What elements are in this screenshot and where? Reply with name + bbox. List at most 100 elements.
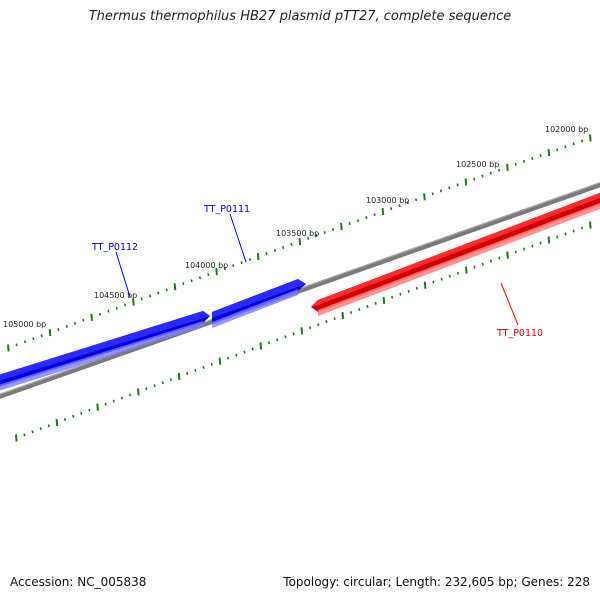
minor-tick bbox=[333, 317, 336, 321]
major-tick bbox=[256, 252, 260, 261]
minor-tick bbox=[456, 271, 460, 275]
minor-tick bbox=[276, 338, 279, 342]
minor-tick bbox=[248, 258, 251, 261]
label-line-TT_P0111 bbox=[229, 213, 247, 263]
major-tick bbox=[506, 163, 509, 171]
minor-tick bbox=[165, 288, 168, 292]
major-tick bbox=[48, 329, 52, 337]
minor-tick bbox=[356, 219, 360, 223]
minor-tick bbox=[207, 273, 210, 277]
minor-tick bbox=[202, 365, 205, 369]
label-line-TT_P0110 bbox=[500, 282, 519, 326]
minor-tick bbox=[514, 250, 517, 254]
minor-tick bbox=[210, 362, 213, 366]
minor-tick bbox=[415, 286, 418, 290]
minor-tick bbox=[539, 154, 542, 157]
minor-tick bbox=[273, 249, 276, 252]
major-tick bbox=[259, 342, 263, 350]
minor-tick bbox=[23, 433, 26, 437]
minor-tick bbox=[161, 381, 164, 385]
major-tick bbox=[132, 298, 135, 306]
minor-tick bbox=[115, 306, 118, 310]
minor-tick bbox=[72, 414, 75, 418]
major-tick bbox=[215, 268, 218, 276]
major-tick bbox=[589, 221, 592, 229]
minor-tick bbox=[398, 204, 401, 208]
minor-tick bbox=[564, 145, 567, 149]
minor-tick bbox=[315, 234, 318, 237]
major-tick bbox=[177, 372, 181, 381]
label-line-TT_P0112 bbox=[115, 251, 131, 298]
minor-tick bbox=[65, 325, 68, 328]
minor-tick bbox=[325, 320, 328, 324]
minor-tick bbox=[399, 292, 402, 296]
minor-tick bbox=[373, 213, 376, 217]
minor-tick bbox=[481, 174, 484, 178]
minor-tick bbox=[112, 399, 115, 403]
minor-tick bbox=[198, 276, 202, 280]
gene-label-TT_P0112[interactable]: TT_P0112 bbox=[91, 242, 138, 253]
minor-tick bbox=[366, 304, 369, 308]
minor-tick bbox=[415, 198, 418, 202]
minor-tick bbox=[47, 424, 50, 428]
ruler-label-104000: 104000 bp bbox=[185, 261, 228, 270]
minor-tick bbox=[88, 408, 91, 412]
minor-tick bbox=[153, 384, 156, 388]
gene-TT_P0112[interactable] bbox=[0, 311, 210, 392]
minor-tick bbox=[308, 326, 312, 330]
minor-tick bbox=[489, 171, 492, 175]
minor-tick bbox=[290, 243, 293, 246]
minor-tick bbox=[365, 216, 368, 220]
accession-text: Accession: NC_005838 bbox=[10, 575, 147, 589]
major-tick bbox=[464, 178, 468, 186]
ruler-label-103000: 103000 bp bbox=[366, 196, 409, 205]
major-tick bbox=[55, 419, 59, 427]
major-tick bbox=[90, 313, 93, 321]
minor-tick bbox=[223, 267, 226, 271]
major-tick bbox=[382, 296, 386, 304]
minor-tick bbox=[284, 335, 287, 339]
minor-tick bbox=[145, 387, 148, 391]
minor-tick bbox=[129, 393, 132, 397]
major-tick bbox=[340, 222, 343, 231]
outer-tick-track bbox=[7, 134, 592, 352]
major-tick bbox=[137, 388, 140, 396]
major-tick bbox=[96, 403, 99, 411]
minor-tick bbox=[431, 192, 434, 196]
minor-tick bbox=[98, 312, 102, 316]
minor-tick bbox=[251, 347, 254, 351]
major-tick bbox=[423, 281, 427, 289]
minor-tick bbox=[123, 303, 127, 307]
minor-tick bbox=[349, 311, 353, 314]
minor-tick bbox=[80, 411, 83, 415]
minor-tick bbox=[531, 157, 534, 160]
minor-tick bbox=[522, 159, 526, 163]
plasmid-backbone bbox=[0, 182, 600, 399]
minor-tick bbox=[317, 323, 320, 327]
minor-tick bbox=[406, 201, 409, 205]
ruler-label-104500: 104500 bp bbox=[94, 291, 137, 300]
ruler-label-102500: 102500 bp bbox=[456, 160, 499, 169]
minor-tick bbox=[267, 341, 271, 345]
gene-label-TT_P0111[interactable]: TT_P0111 bbox=[203, 204, 250, 215]
topology-summary: Topology: circular; Length: 232,605 bp; … bbox=[283, 575, 590, 589]
minor-tick bbox=[456, 183, 459, 187]
gene-label-TT_P0110[interactable]: TT_P0110 bbox=[496, 328, 543, 339]
minor-tick bbox=[265, 252, 268, 255]
minor-tick bbox=[473, 177, 476, 181]
minor-tick bbox=[440, 277, 443, 281]
gene-TT_P0110[interactable] bbox=[311, 191, 600, 316]
inner-tick-track bbox=[15, 221, 592, 442]
minor-tick bbox=[332, 228, 335, 231]
minor-tick bbox=[391, 295, 394, 299]
minor-tick bbox=[448, 274, 451, 278]
major-tick bbox=[423, 193, 426, 201]
minor-tick bbox=[358, 308, 361, 311]
minor-tick bbox=[31, 430, 34, 434]
minor-tick bbox=[82, 318, 85, 322]
minor-tick bbox=[374, 301, 377, 305]
minor-tick bbox=[235, 353, 238, 357]
major-tick bbox=[547, 236, 551, 244]
gene-TT_P0111[interactable] bbox=[212, 279, 306, 328]
